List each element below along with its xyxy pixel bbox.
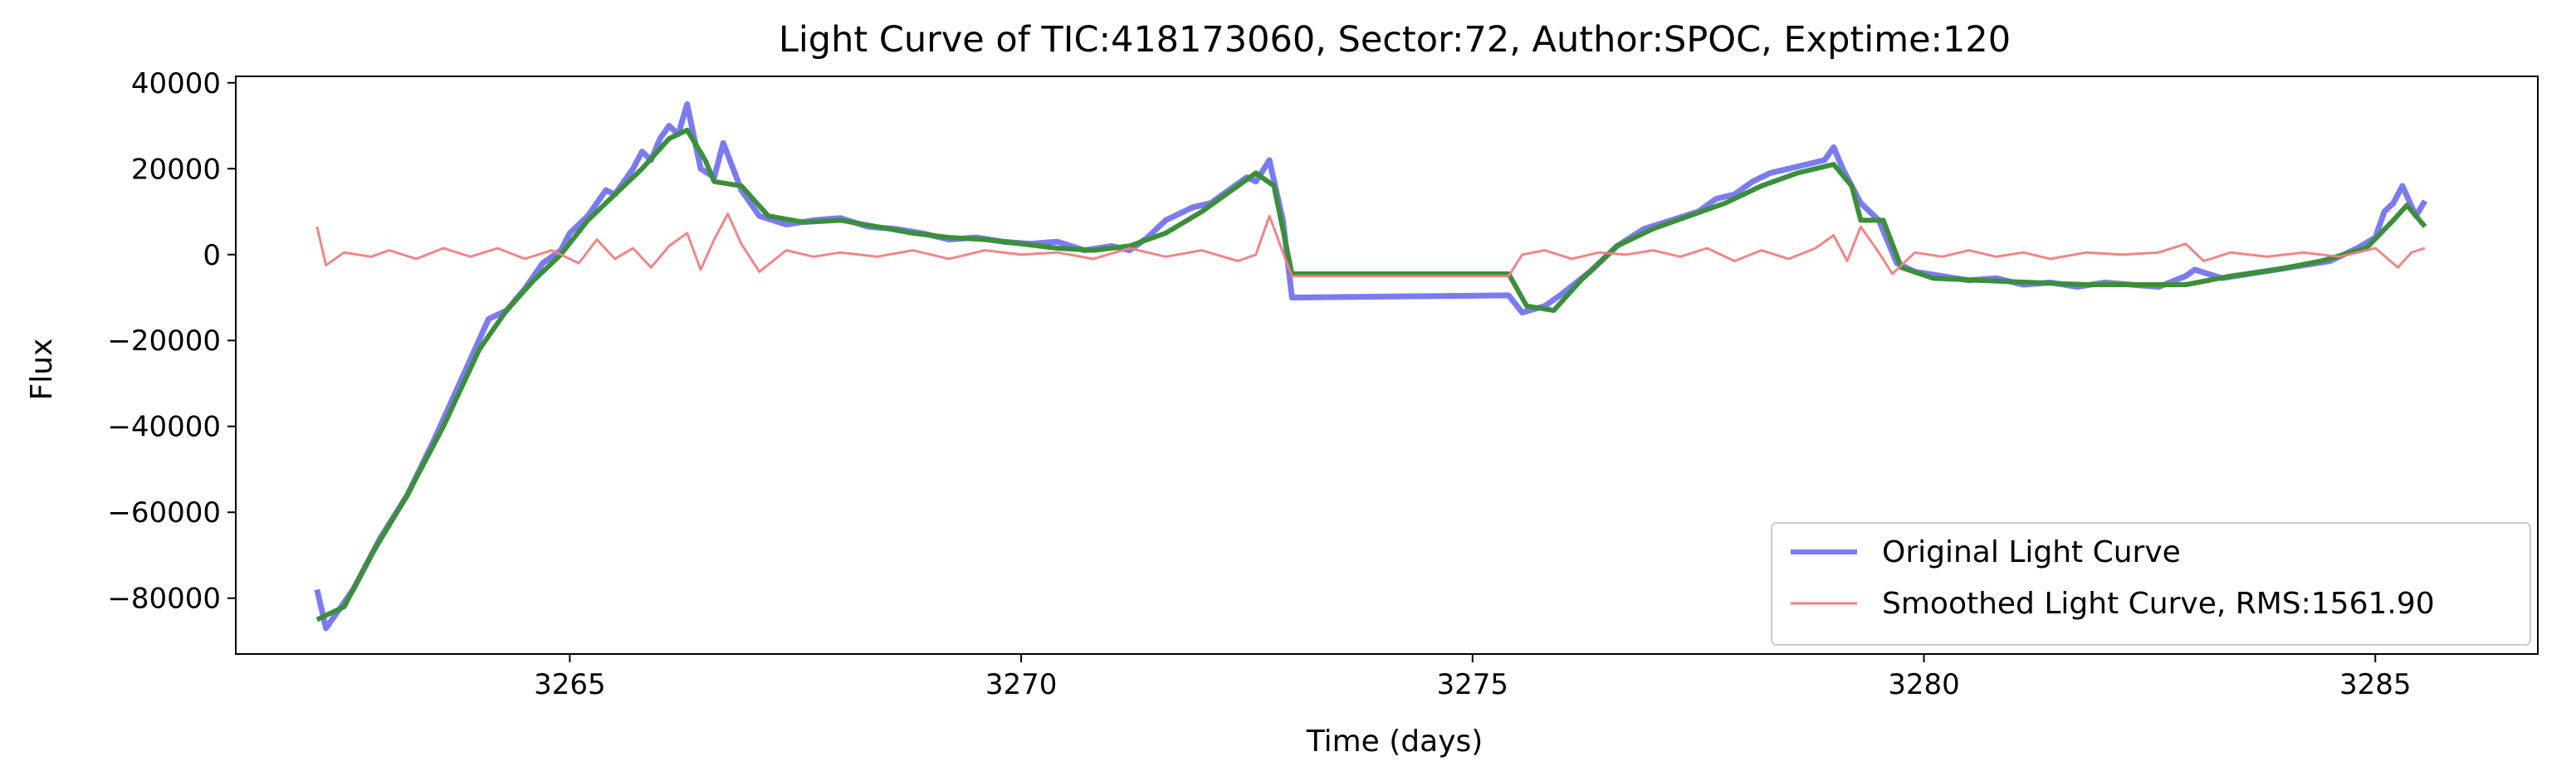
- x-tick-label: 3275: [1437, 668, 1509, 701]
- y-tick-label: 20000: [131, 153, 221, 186]
- x-axis-label: Time (days): [1306, 725, 1484, 759]
- x-tick-label: 3265: [534, 668, 606, 701]
- x-tick-label: 3280: [1888, 668, 1960, 701]
- legend: Original Light Curve Smoothed Light Curv…: [1771, 522, 2531, 646]
- series-layer: [314, 101, 2428, 632]
- x-axis: 3265 3270 3275 3280 3285: [534, 654, 2412, 701]
- y-axis-label: Flux: [25, 339, 59, 401]
- plot-frame: [235, 76, 2539, 655]
- series-line-2: [315, 127, 2427, 622]
- y-tick-label: −40000: [107, 411, 221, 444]
- legend-label-smoothed: Smoothed Light Curve, RMS:1561.90: [1882, 587, 2435, 621]
- y-tick-label: −60000: [107, 496, 221, 530]
- y-tick-label: −20000: [107, 325, 221, 358]
- y-tick-label: 40000: [131, 67, 221, 100]
- y-tick-label: −80000: [107, 583, 221, 616]
- series-line-1: [315, 212, 2426, 278]
- chart-title: Light Curve of TIC:418173060, Sector:72,…: [779, 19, 2011, 61]
- x-tick-label: 3285: [2339, 668, 2412, 701]
- y-axis: 40000 20000 0 −20000 −40000 −60000 −80000: [107, 67, 236, 616]
- legend-box: [1771, 522, 2531, 646]
- x-tick-label: 3270: [985, 668, 1058, 701]
- y-tick-label: 0: [203, 239, 221, 272]
- legend-label-original: Original Light Curve: [1882, 535, 2181, 569]
